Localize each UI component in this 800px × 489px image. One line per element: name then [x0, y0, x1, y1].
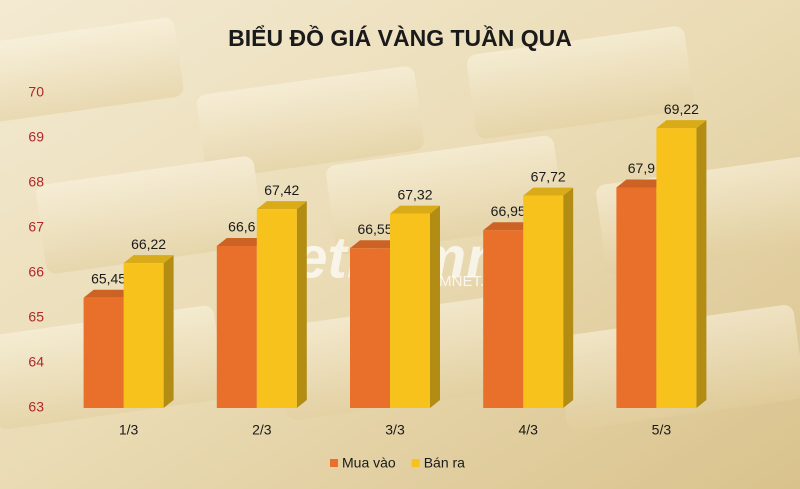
legend-swatch	[411, 459, 420, 467]
x-tick-label: 5/3	[652, 422, 672, 438]
bar	[123, 263, 164, 408]
chart-title: BIỂU ĐỒ GIÁ VÀNG TUẦN QUA	[228, 24, 572, 51]
bar	[83, 297, 124, 408]
bar-side	[163, 255, 174, 408]
bar-top	[83, 289, 134, 298]
value-label: 66,95	[491, 203, 526, 219]
x-tick-label: 2/3	[252, 422, 272, 438]
bar-top	[483, 222, 534, 231]
legend-swatch	[330, 459, 338, 467]
bar	[256, 209, 297, 408]
y-tick-label: 63	[28, 399, 44, 415]
bar-top	[256, 201, 307, 210]
bar-side	[696, 120, 707, 408]
bar-top	[350, 240, 400, 249]
bar	[656, 128, 697, 408]
bar	[216, 246, 257, 408]
y-tick-label: 66	[28, 264, 44, 280]
y-tick-label: 68	[28, 174, 44, 190]
bar-top	[390, 205, 440, 214]
legend-label: Bán ra	[424, 455, 465, 471]
x-tick-label: 3/3	[385, 422, 405, 438]
bar-top	[616, 179, 667, 188]
bar-side	[296, 201, 307, 408]
bar-top	[216, 238, 267, 246]
bar	[483, 230, 524, 408]
bar-top	[123, 255, 174, 264]
value-label: 66,55	[357, 221, 392, 237]
y-tick-label: 64	[28, 354, 44, 370]
bar-top	[523, 187, 574, 196]
value-label: 69,22	[664, 101, 699, 117]
value-label: 67,32	[397, 186, 432, 202]
value-label: 66,6	[228, 219, 255, 235]
legend-label: Mua vào	[342, 455, 396, 471]
bar-top	[656, 120, 707, 129]
x-tick-label: 1/3	[119, 422, 139, 438]
y-tick-label: 70	[28, 84, 44, 100]
value-label: 67,9	[628, 160, 655, 176]
bar-side	[563, 187, 574, 408]
y-tick-label: 65	[28, 309, 44, 325]
value-label: 65,45	[91, 270, 126, 286]
y-tick-label: 67	[28, 219, 44, 235]
y-tick-label: 69	[28, 129, 44, 145]
bar-side	[430, 205, 440, 408]
bar	[523, 195, 564, 408]
value-label: 66,22	[131, 236, 166, 252]
bar	[390, 213, 430, 408]
value-label: 67,42	[264, 182, 299, 198]
bar	[350, 248, 390, 408]
value-label: 67,72	[531, 168, 566, 184]
bar	[616, 187, 657, 408]
x-tick-label: 4/3	[518, 422, 538, 438]
